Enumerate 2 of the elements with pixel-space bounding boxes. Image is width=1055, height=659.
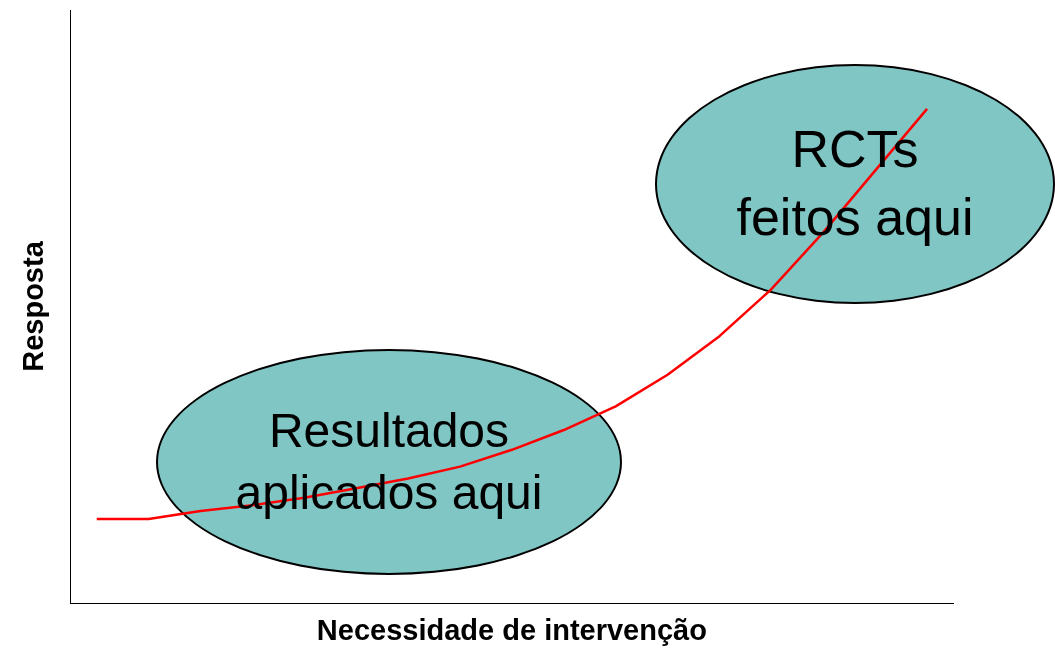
y-axis-title: Resposta	[17, 240, 50, 372]
x-axis-title: Necessidade de intervenção	[316, 613, 707, 646]
